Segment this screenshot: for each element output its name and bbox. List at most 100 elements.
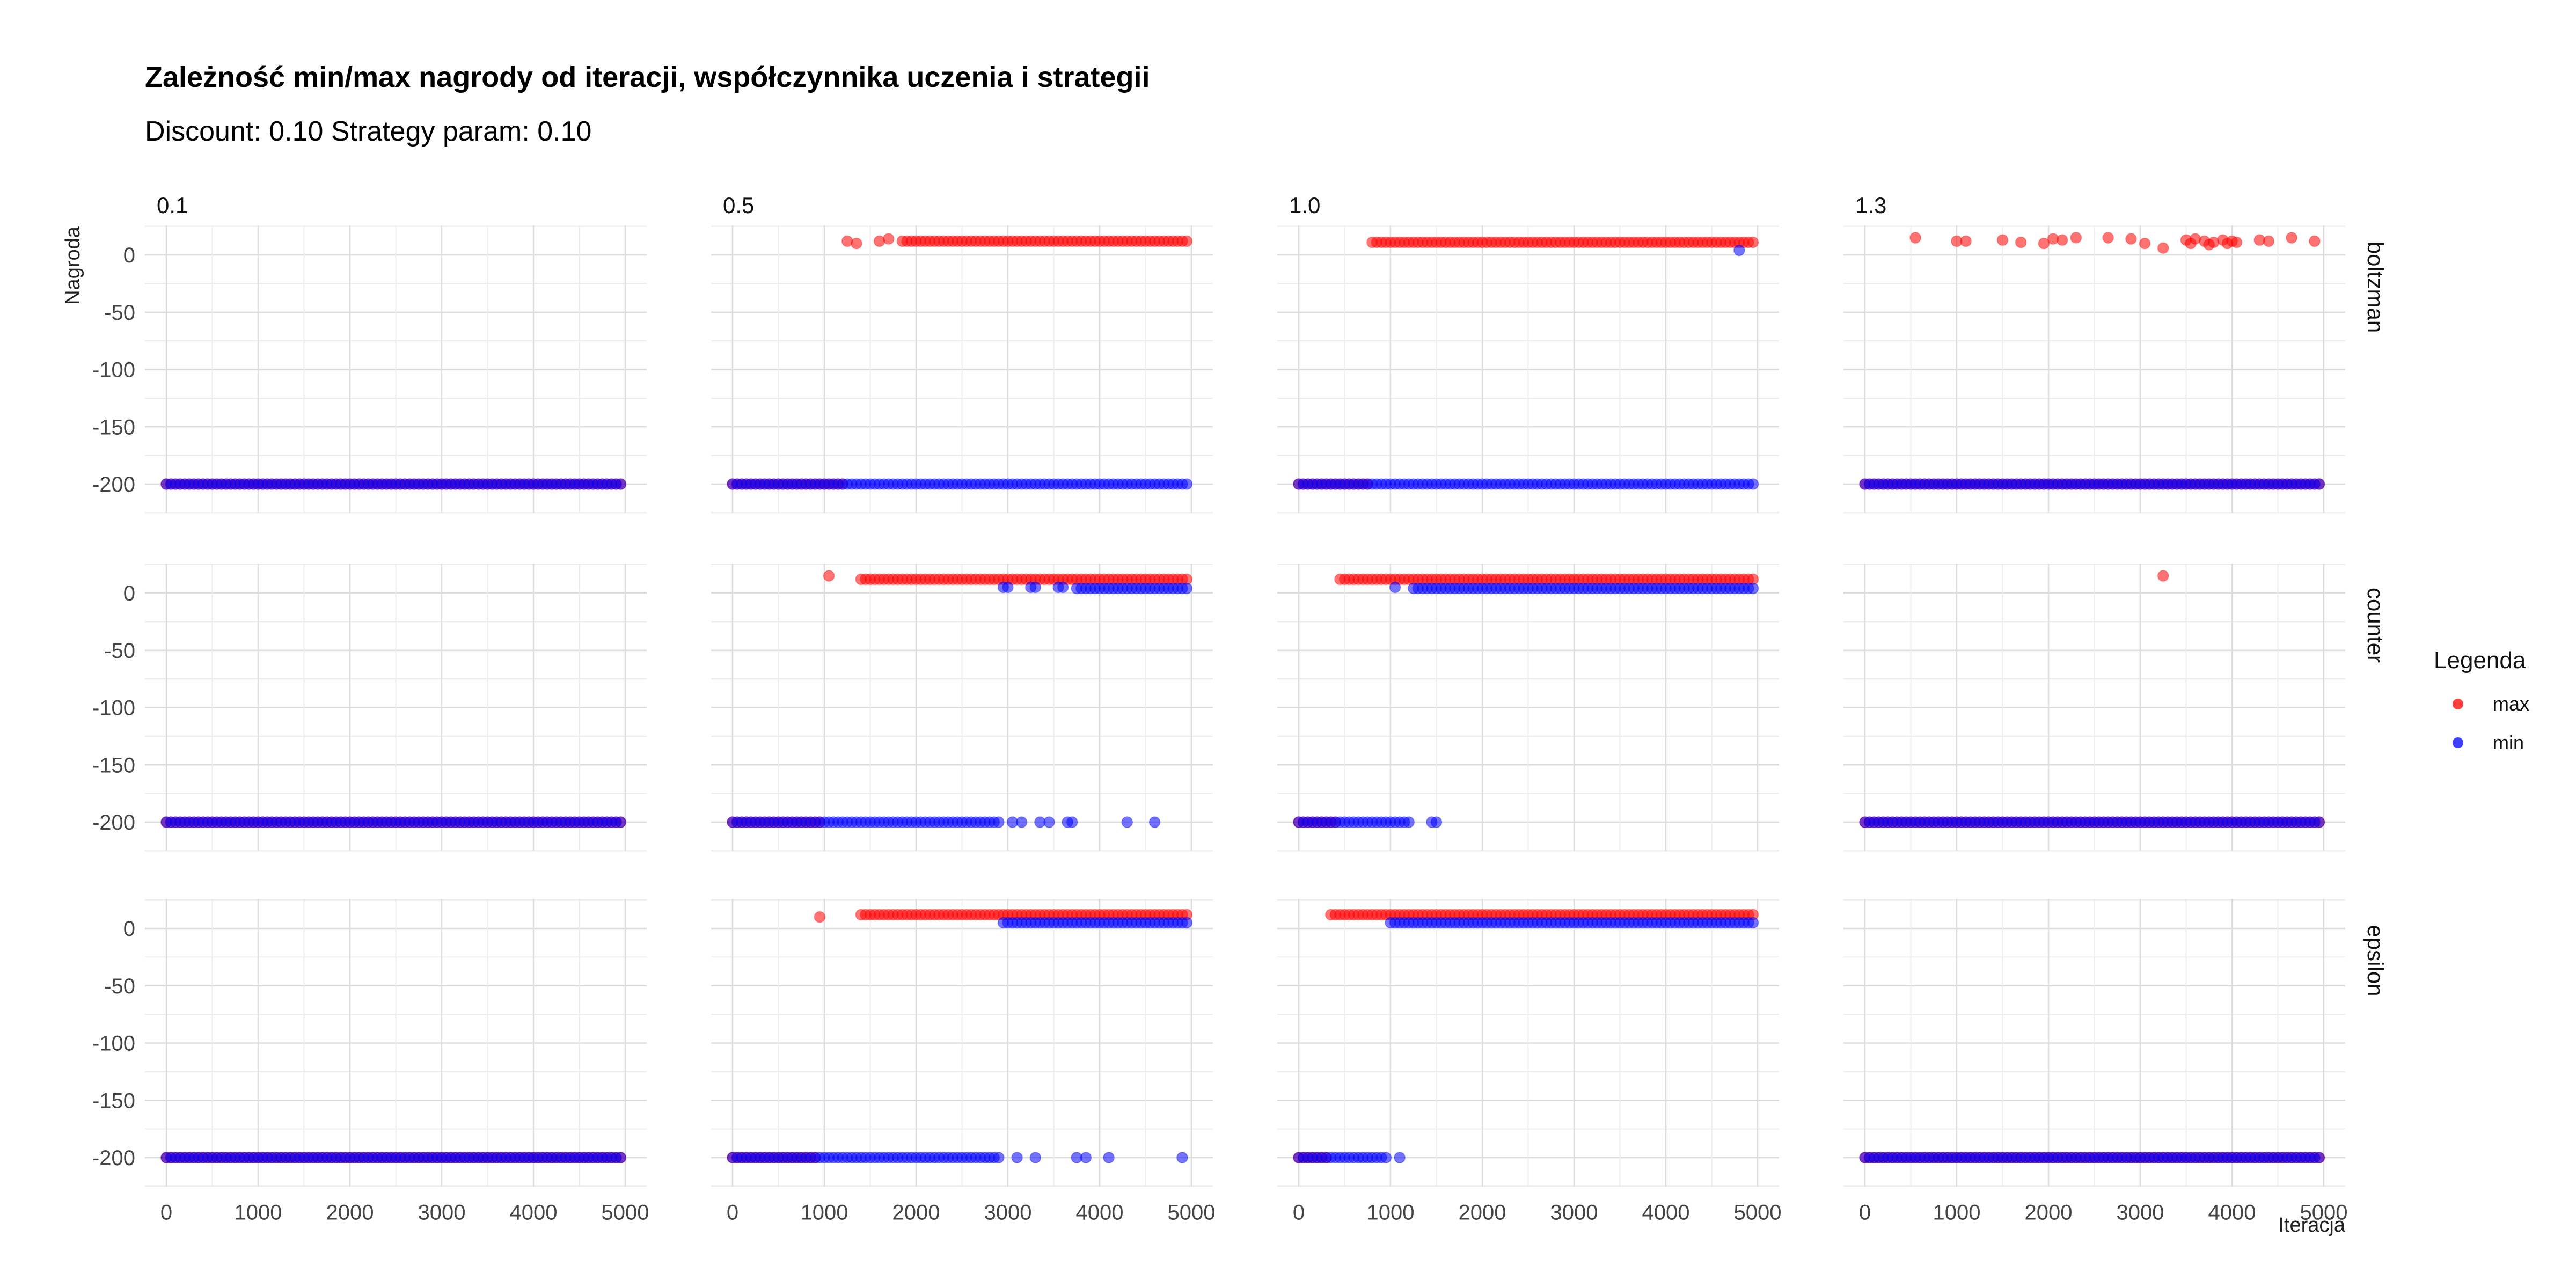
y-tick-label: -50 bbox=[104, 301, 135, 325]
point-max bbox=[882, 233, 895, 245]
point-max bbox=[1960, 235, 1972, 247]
y-tick-label: -150 bbox=[92, 753, 135, 777]
point-max bbox=[2230, 236, 2243, 248]
series-min bbox=[1293, 917, 1759, 1163]
point-min bbox=[1747, 917, 1759, 929]
point-min bbox=[1380, 1152, 1392, 1163]
point-min bbox=[614, 816, 627, 828]
y-tick-label: -100 bbox=[92, 697, 135, 720]
point-min bbox=[1029, 1152, 1042, 1163]
panel-epsilon-1.0: 0 1000 2000 3000 4000 5000 bbox=[1277, 899, 1781, 1224]
point-min bbox=[1066, 816, 1078, 828]
series-max bbox=[1859, 570, 2325, 828]
column-strip-label: 0.1 bbox=[157, 193, 188, 218]
point-max bbox=[814, 911, 826, 923]
legend-label-max: max bbox=[2493, 693, 2529, 715]
point-min bbox=[1002, 581, 1014, 594]
panel-counter-1.0 bbox=[1277, 564, 1779, 852]
x-tick-label: 1000 bbox=[235, 1201, 282, 1224]
y-tick-label: -100 bbox=[92, 1032, 135, 1056]
point-min bbox=[1403, 816, 1415, 828]
series-min bbox=[1293, 244, 1759, 490]
y-tick-label: -200 bbox=[92, 473, 135, 496]
x-tick-label: 5000 bbox=[602, 1201, 649, 1224]
point-max bbox=[2157, 570, 2169, 582]
point-max bbox=[2309, 235, 2321, 247]
series-max bbox=[727, 233, 1193, 490]
point-min bbox=[993, 816, 1005, 828]
series-min bbox=[727, 581, 1193, 828]
x-axis-label: Iteracja bbox=[2278, 1214, 2345, 1236]
point-min bbox=[1148, 816, 1161, 828]
point-min bbox=[614, 478, 627, 490]
point-max bbox=[1747, 236, 1759, 248]
series-min bbox=[1859, 478, 2325, 490]
series-min bbox=[160, 816, 627, 828]
point-min bbox=[1747, 582, 1759, 595]
point-max bbox=[2139, 237, 2151, 250]
point-max bbox=[1909, 232, 1921, 244]
y-tick-label: 0 bbox=[123, 917, 135, 941]
point-max bbox=[2102, 232, 2114, 244]
series-min bbox=[1859, 1152, 2325, 1163]
point-min bbox=[1015, 816, 1028, 828]
point-min bbox=[2313, 816, 2325, 828]
x-tick-label: 3000 bbox=[984, 1201, 1032, 1224]
series-min bbox=[160, 1152, 627, 1163]
chart-subtitle: Discount: 0.10 Strategy param: 0.10 bbox=[145, 116, 591, 147]
panel-boltzman-0.5: 0.5 bbox=[711, 193, 1213, 514]
point-min bbox=[1011, 1152, 1023, 1163]
panel-epsilon-0.1: 0 -50 -100 -150 -200 0 1000 2000 3000 4000 5000 bbox=[92, 899, 649, 1224]
x-tick-label: 4000 bbox=[1076, 1201, 1124, 1224]
point-min bbox=[1389, 581, 1401, 594]
series-max bbox=[1859, 232, 2325, 490]
y-tick-label: 0 bbox=[123, 582, 135, 605]
x-tick-label: 0 bbox=[1859, 1201, 1871, 1224]
point-max bbox=[851, 237, 862, 250]
y-tick-label: 0 bbox=[123, 244, 135, 267]
row-strip-label: counter bbox=[2363, 588, 2388, 663]
point-min bbox=[2313, 1152, 2325, 1163]
point-min bbox=[1080, 1152, 1092, 1163]
point-min bbox=[1181, 917, 1193, 929]
x-tick-label: 0 bbox=[1293, 1201, 1305, 1224]
series-min bbox=[1859, 816, 2325, 828]
row-strip-label: epsilon bbox=[2363, 925, 2388, 996]
legend-label-min: min bbox=[2493, 731, 2524, 753]
x-tick-label: 2000 bbox=[326, 1201, 374, 1224]
column-strip-label: 0.5 bbox=[723, 193, 754, 218]
point-max bbox=[2157, 242, 2169, 254]
x-tick-label: 0 bbox=[727, 1201, 738, 1224]
x-tick-label: 1000 bbox=[801, 1201, 848, 1224]
panel-boltzman-0.1: 0 -50 -100 -150 -200 0.1 bbox=[92, 193, 647, 514]
y-tick-label: -150 bbox=[92, 1089, 135, 1113]
point-max bbox=[2038, 237, 2050, 250]
y-tick-label: -100 bbox=[92, 358, 135, 382]
y-tick-label: -50 bbox=[104, 975, 135, 998]
panel-counter-0.1: 0 -50 -100 -150 -200 bbox=[92, 564, 647, 852]
point-min bbox=[993, 1152, 1005, 1163]
point-min bbox=[1043, 816, 1055, 828]
chart-title: Zależność min/max nagrody od iteracji, w… bbox=[145, 61, 1150, 93]
point-min bbox=[1029, 581, 1042, 594]
y-tick-label: -50 bbox=[104, 639, 135, 663]
x-tick-label: 1000 bbox=[1933, 1201, 1981, 1224]
x-tick-label: 3000 bbox=[418, 1201, 466, 1224]
point-max bbox=[2286, 232, 2297, 244]
panel-counter-1.3: counter bbox=[1843, 564, 2388, 852]
point-max bbox=[2015, 236, 2027, 248]
x-tick-label: 2000 bbox=[1459, 1201, 1506, 1224]
panel-epsilon-0.5: 0 1000 2000 3000 4000 5000 bbox=[711, 899, 1215, 1224]
point-max bbox=[2070, 232, 2082, 244]
series-max bbox=[727, 570, 1193, 828]
point-max bbox=[2125, 233, 2137, 245]
point-min bbox=[1176, 1152, 1188, 1163]
x-tick-label: 2000 bbox=[892, 1201, 940, 1224]
x-tick-label: 0 bbox=[160, 1201, 172, 1224]
point-min bbox=[1181, 478, 1193, 490]
panel-boltzman-1.0: 1.0 bbox=[1277, 193, 1779, 514]
series-max bbox=[1293, 909, 1759, 1163]
y-tick-label: -150 bbox=[92, 415, 135, 439]
point-max bbox=[823, 570, 835, 582]
